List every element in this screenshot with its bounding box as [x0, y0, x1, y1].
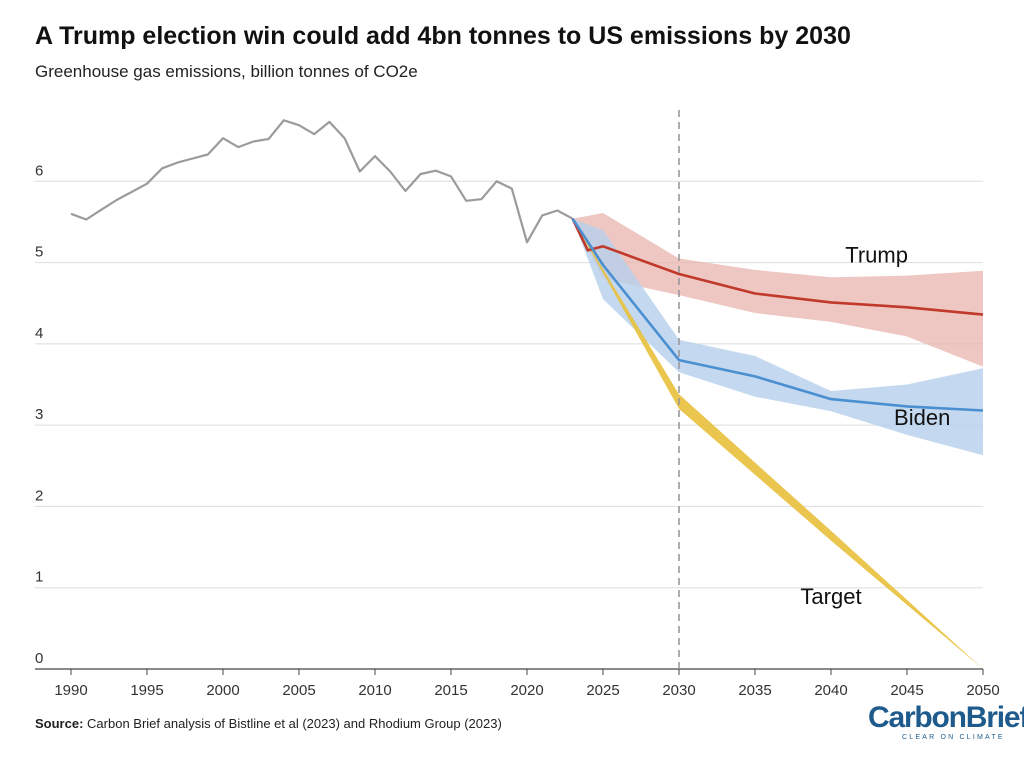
- y-tick-label-1: 1: [35, 569, 43, 586]
- line-biden: [571, 217, 984, 412]
- band-trump: [572, 213, 983, 367]
- x-tick-label-2000: 2000: [206, 682, 239, 699]
- logo-tagline: CLEAR ON CLIMATE: [902, 734, 1005, 741]
- band-biden: [572, 218, 983, 456]
- x-axis: 1990 1995 2000 2005 2010 2015 2020 2025 2030 2035…: [35, 110, 1000, 699]
- source-text: Carbon Brief analysis of Bistline et al …: [87, 716, 502, 731]
- series-label-biden: Biden: [894, 405, 950, 430]
- y-tick-label-6: 6: [35, 162, 43, 179]
- grid-layer: 0 1 2 3 4 5 6: [35, 162, 983, 667]
- x-tick-label-2035: 2035: [738, 682, 771, 699]
- line-trump: [571, 218, 984, 316]
- y-tick-label-4: 4: [35, 325, 43, 342]
- x-tick-label-2015: 2015: [434, 682, 467, 699]
- series-label-trump: Trump: [845, 243, 908, 268]
- carbon-brief-logo: CarbonBrief CLEAR ON CLIMATE: [868, 701, 1024, 752]
- y-tick-label-3: 3: [35, 406, 43, 423]
- x-tick-label-2050: 2050: [966, 682, 999, 699]
- x-tick-label-2030: 2030: [662, 682, 695, 699]
- series-lines: [70, 119, 984, 412]
- x-tick-label-2025: 2025: [586, 682, 619, 699]
- series-labels: Trump Biden Target: [800, 243, 950, 609]
- x-tick-label-2010: 2010: [358, 682, 391, 699]
- line-historical: [70, 119, 574, 244]
- source-label: Source:: [35, 716, 84, 731]
- y-tick-label-5: 5: [35, 244, 43, 261]
- y-tick-label-2: 2: [35, 487, 43, 504]
- chart-title: A Trump election win could add 4bn tonne…: [35, 22, 851, 50]
- logo-wordmark: CarbonBrief: [868, 701, 1024, 734]
- x-tick-label-2020: 2020: [510, 682, 543, 699]
- series-label-target: Target: [800, 584, 861, 609]
- x-tick-label-2045: 2045: [890, 682, 923, 699]
- uncertainty-bands: [572, 213, 983, 669]
- x-tick-label-2040: 2040: [814, 682, 847, 699]
- x-tick-label-2005: 2005: [282, 682, 315, 699]
- y-tick-label-0: 0: [35, 650, 43, 667]
- chart-subtitle: Greenhouse gas emissions, billion tonnes…: [35, 62, 418, 81]
- x-tick-label-1990: 1990: [54, 682, 87, 699]
- source-note: Source: Carbon Brief analysis of Bistlin…: [35, 716, 502, 731]
- x-tick-label-1995: 1995: [130, 682, 163, 699]
